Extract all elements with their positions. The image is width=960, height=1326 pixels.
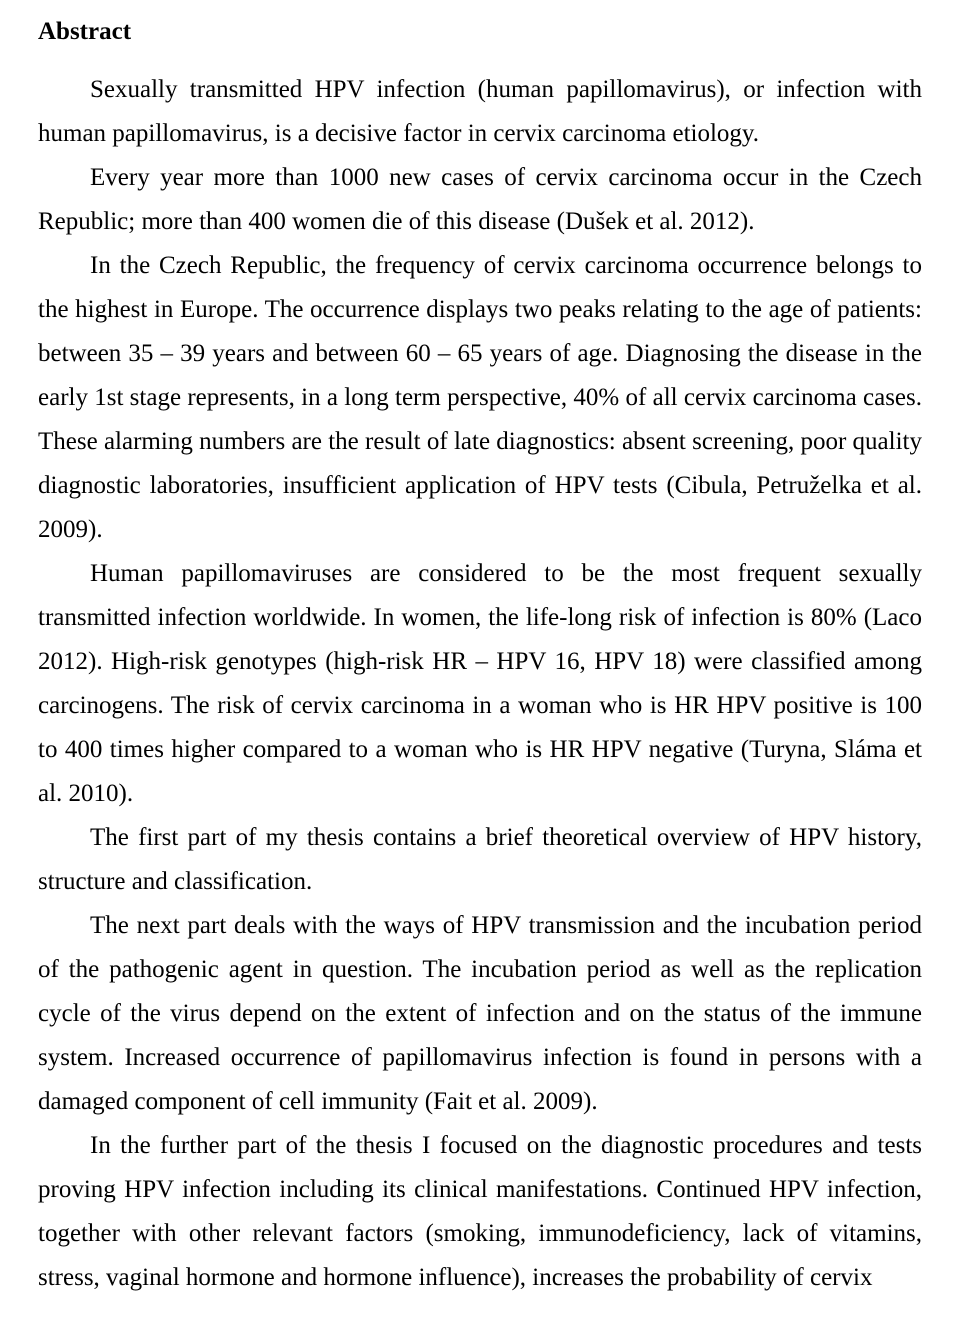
abstract-paragraph-5: The first part of my thesis contains a b…	[38, 816, 922, 904]
abstract-paragraph-2: Every year more than 1000 new cases of c…	[38, 156, 922, 244]
abstract-paragraph-4: Human papillomaviruses are considered to…	[38, 552, 922, 816]
abstract-paragraph-7: In the further part of the thesis I focu…	[38, 1124, 922, 1300]
document-page: Abstract Sexually transmitted HPV infect…	[0, 0, 960, 1326]
abstract-paragraph-3: In the Czech Republic, the frequency of …	[38, 244, 922, 552]
abstract-paragraph-1: Sexually transmitted HPV infection (huma…	[38, 68, 922, 156]
abstract-heading: Abstract	[38, 10, 922, 54]
abstract-paragraph-6: The next part deals with the ways of HPV…	[38, 904, 922, 1124]
